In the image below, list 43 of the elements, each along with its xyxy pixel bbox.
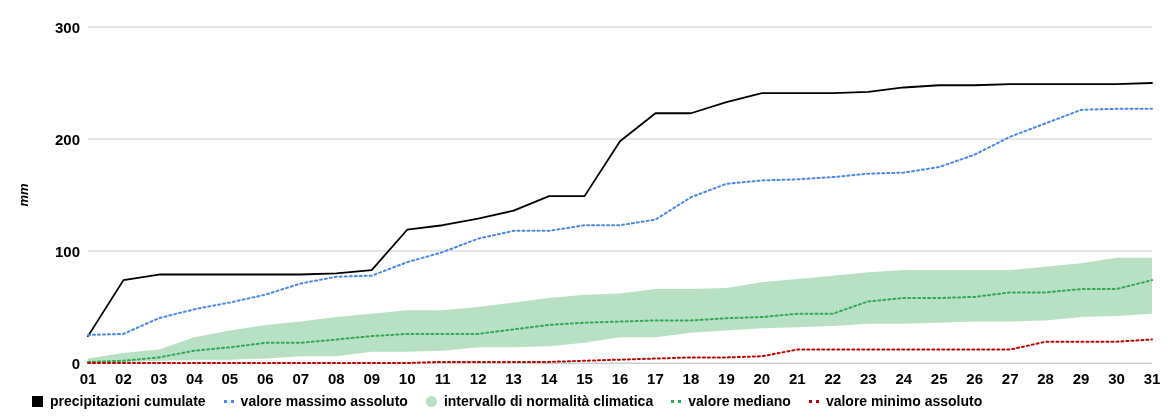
x-tick-label: 29 (1072, 370, 1090, 387)
y-tick-label: 300 (54, 18, 80, 36)
x-tick-label: 23 (859, 370, 877, 387)
x-tick-label: 10 (398, 370, 416, 387)
legend-label: precipitazioni cumulate (49, 393, 206, 409)
legend-label: valore minimo assoluto (824, 393, 983, 409)
x-tick-label: 07 (292, 370, 310, 387)
x-tick-label: 17 (647, 370, 664, 387)
x-tick-label: 20 (753, 370, 771, 387)
x-tick-label: 09 (363, 370, 381, 387)
legend-label: valore mediano (687, 393, 791, 409)
legend-label: valore massimo assoluto (239, 393, 408, 409)
line-series (87, 279, 1153, 363)
x-tick-label: 11 (434, 370, 451, 387)
x-tick-label: 13 (505, 370, 522, 387)
x-tick-label: 26 (966, 370, 984, 387)
text: intervallo di normalità climatica (442, 393, 654, 409)
y-tick-label: 100 (54, 242, 80, 260)
x-tick-label: 27 (1001, 370, 1019, 387)
x-tick-label: 06 (256, 370, 274, 387)
x-tick-label: 08 (327, 370, 345, 387)
x-tick-label: 18 (682, 370, 700, 387)
x-tick-label: 16 (611, 370, 629, 387)
x-tick-label: 02 (115, 370, 132, 387)
x-tick-label: 03 (150, 370, 168, 387)
x-tick-label: 25 (930, 370, 948, 387)
x-tick-label: 04 (186, 370, 204, 387)
x-tick-label: 31 (1143, 370, 1161, 387)
y-tick-label: 200 (54, 130, 80, 148)
line-series (87, 338, 1153, 364)
x-tick-label: 22 (824, 370, 842, 387)
x-tick-label: 12 (469, 370, 487, 387)
x-tick-label: 14 (540, 370, 559, 387)
x-tick-label: 21 (788, 370, 806, 387)
x-tick-label: 24 (895, 370, 913, 387)
x-tick-label: 05 (221, 370, 239, 387)
y-tick-label: 0 (71, 354, 80, 372)
x-tick-label: 01 (79, 370, 97, 387)
y-axis-title: mm (16, 183, 31, 207)
x-tick-label: 30 (1108, 370, 1125, 387)
x-tick-label: 15 (576, 370, 593, 387)
x-tick-label: 28 (1037, 370, 1054, 387)
x-tick-label: 19 (718, 370, 735, 387)
